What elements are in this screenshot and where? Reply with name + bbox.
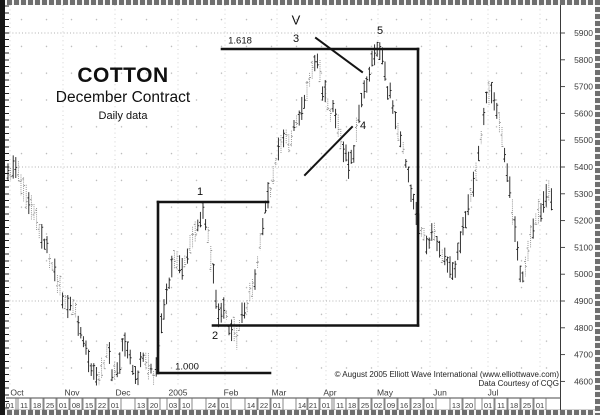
copyright-line1: © August 2005 Elliott Wave International… — [334, 370, 559, 379]
y-axis-label: 5300 — [574, 189, 593, 199]
y-axis-label: 5700 — [574, 82, 593, 92]
day-label: 25 — [46, 401, 54, 410]
day-label: 18 — [348, 401, 356, 410]
month-label: Jul — [488, 388, 499, 398]
y-axis-label: 4800 — [574, 323, 593, 333]
y-axis-label: 5100 — [574, 242, 593, 252]
month-label: Feb — [224, 388, 239, 398]
month-label: Mar — [272, 388, 287, 398]
day-label: 01 — [221, 401, 229, 410]
day-label: 13 — [137, 401, 145, 410]
frame-strip-right — [595, 0, 600, 415]
day-label: 01 — [111, 401, 119, 410]
day-label: 11 — [497, 401, 505, 410]
day-label: 18 — [510, 401, 518, 410]
month-label: Nov — [64, 388, 80, 398]
y-axis-label: 5500 — [574, 135, 593, 145]
left-axis-ticks — [5, 0, 9, 411]
copyright-note: © August 2005 Elliott Wave International… — [335, 370, 559, 388]
wave-3-label: 3 — [292, 33, 300, 45]
day-label: 22 — [260, 401, 268, 410]
day-label: 09 — [387, 401, 395, 410]
day-label: 03 — [169, 401, 177, 410]
day-label: 13 — [452, 401, 460, 410]
wave-4-label: 4 — [359, 120, 367, 132]
day-label: 25 — [523, 401, 531, 410]
day-label: 14 — [247, 401, 255, 410]
y-axis-label: 5200 — [574, 216, 593, 226]
day-label: 22 — [98, 401, 106, 410]
month-label: 2005 — [169, 388, 188, 398]
day-label: 11 — [336, 401, 344, 410]
day-label: 01 — [536, 401, 544, 410]
day-label: 01 — [273, 401, 281, 410]
day-label: 14 — [298, 401, 306, 410]
wave-5-label: 5 — [376, 25, 384, 37]
day-label: 02 — [374, 401, 382, 410]
y-axis-label: 5800 — [574, 55, 593, 65]
month-label: Dec — [115, 388, 131, 398]
day-label: 01 — [59, 401, 67, 410]
day-label: 21 — [309, 401, 317, 410]
day-label: 01 — [426, 401, 434, 410]
y-axis-label: 5400 — [574, 162, 593, 172]
frame-strip-top — [0, 0, 600, 5]
day-label: 23 — [413, 401, 421, 410]
month-label: Jun — [433, 388, 447, 398]
copyright-line2: Data Courtesy of CQG — [478, 379, 559, 388]
symbol-title: COTTON — [77, 64, 169, 87]
plot-area — [6, 5, 560, 386]
y-axis-label: 5600 — [574, 108, 593, 118]
granularity-note: Daily data — [98, 110, 148, 122]
day-label: 20 — [465, 401, 473, 410]
month-label: Oct — [10, 388, 24, 398]
wave-1-label: 1 — [196, 186, 204, 198]
y-axis-label: 5000 — [574, 269, 593, 279]
day-label: 01 — [322, 401, 330, 410]
month-label: May — [377, 388, 394, 398]
day-label: 18 — [33, 401, 41, 410]
day-label: 10 — [182, 401, 190, 410]
day-label: 16 — [400, 401, 408, 410]
title-block: COTTON December Contract Daily data — [40, 64, 206, 122]
wave-V-label: V — [291, 12, 301, 28]
wave-2-label: 2 — [211, 330, 219, 342]
day-label: 01 — [484, 401, 492, 410]
day-label: 15 — [85, 401, 93, 410]
contract-subtitle: December Contract — [55, 89, 191, 106]
y-axis-label: 4700 — [574, 350, 593, 360]
day-label: 24 — [208, 401, 216, 410]
y-axis-label: 4900 — [574, 296, 593, 306]
month-label: Apr — [323, 388, 336, 398]
frame-strip-bottom — [0, 410, 600, 415]
day-label: 20 — [150, 401, 158, 410]
day-label: 11 — [20, 401, 28, 410]
y-axis-label: 4600 — [574, 376, 593, 386]
fib-1618-label: 1.618 — [228, 35, 252, 47]
y-axis-label: 5900 — [574, 28, 593, 38]
fib-1000-label: 1.000 — [175, 361, 199, 373]
day-label: 25 — [361, 401, 369, 410]
frame-strip-left — [0, 0, 5, 415]
day-label: 08 — [72, 401, 80, 410]
